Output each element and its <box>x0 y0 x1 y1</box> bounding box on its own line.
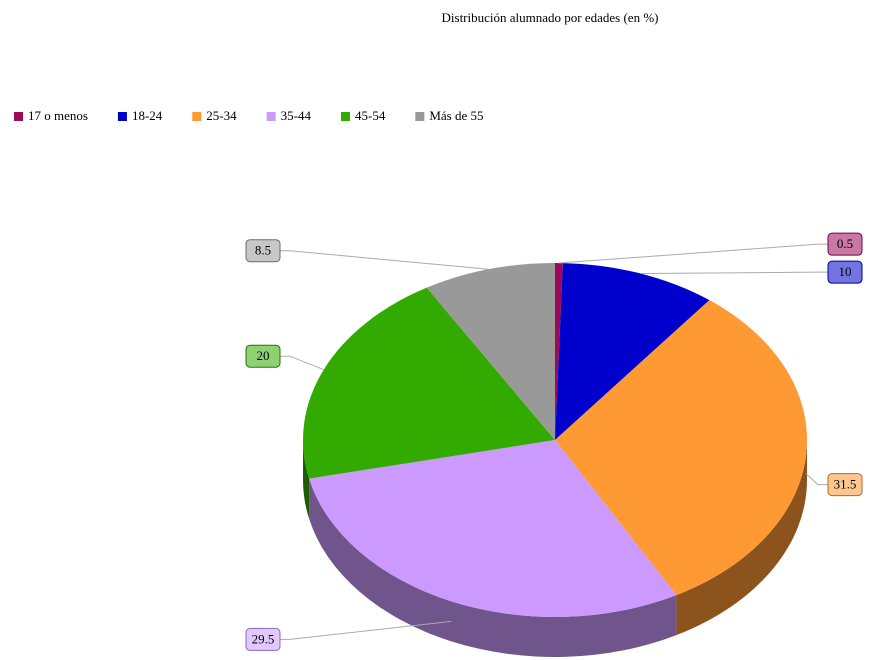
legend-swatch <box>192 112 202 121</box>
leader-line <box>805 473 828 486</box>
label-box <box>827 473 863 497</box>
legend-label: 17 o menos <box>28 108 88 123</box>
legend-label: 18-24 <box>132 108 163 123</box>
data-label: 31.5 <box>834 477 857 492</box>
label-box <box>245 239 281 263</box>
data-label: 8.5 <box>255 243 271 258</box>
data-label: 29.5 <box>252 631 275 646</box>
data-label: 0.5 <box>837 236 853 251</box>
legend-label: Más de 55 <box>429 108 483 123</box>
chart-title: Distribución alumnado por edades (en %) <box>442 10 659 25</box>
data-label: 20 <box>257 348 270 363</box>
legend-swatch <box>340 112 350 121</box>
slice <box>309 440 677 617</box>
legend-label: 35-44 <box>281 108 312 123</box>
label-box <box>245 344 281 368</box>
legend-swatch <box>117 112 127 121</box>
legend-label: 45-54 <box>355 108 386 123</box>
leader-line <box>640 271 828 274</box>
leader-line <box>558 243 828 264</box>
label-box <box>827 232 863 256</box>
label-box <box>827 260 863 284</box>
legend-swatch <box>14 112 23 121</box>
leader-line <box>280 620 452 640</box>
data-label: 10 <box>839 264 852 279</box>
label-box <box>245 627 281 651</box>
slice-side <box>303 440 310 519</box>
leader-line <box>280 355 324 371</box>
slice <box>555 263 710 440</box>
slice <box>555 263 563 440</box>
legend-label: 25-34 <box>206 108 237 123</box>
slice <box>555 300 808 596</box>
legend-swatch <box>266 112 276 121</box>
slice-side <box>676 440 808 636</box>
slice <box>303 287 555 479</box>
legend-swatch <box>415 112 425 121</box>
slice-side <box>309 478 677 658</box>
leader-line <box>280 250 489 270</box>
slice <box>426 263 555 440</box>
